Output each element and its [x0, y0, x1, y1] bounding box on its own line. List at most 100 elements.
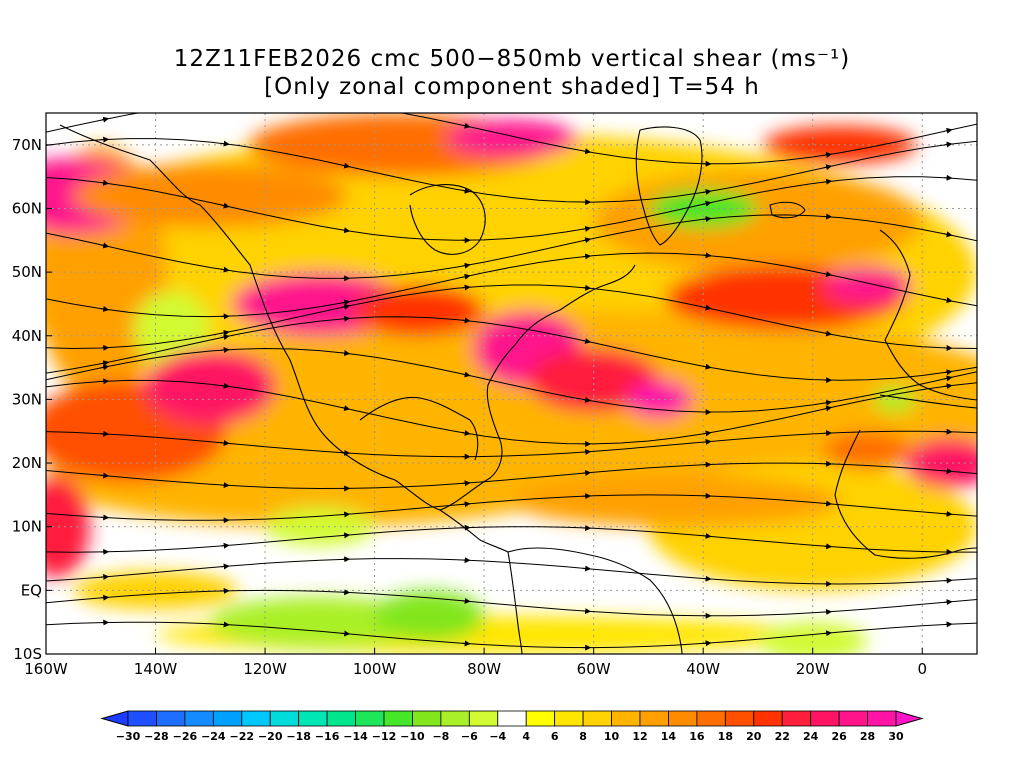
lon-label: 20W [796, 660, 830, 678]
longitude-axis: 160W 140W 120W 100W 80W 60W 40W 20W 0 [24, 648, 927, 678]
lat-label: 70N [12, 136, 42, 154]
streamline [46, 252, 977, 318]
streamline-arrow [221, 202, 230, 209]
streamline-arrow [703, 304, 712, 311]
colorbar-swatch [440, 710, 470, 727]
lon-label: 60W [577, 660, 611, 678]
streamline-arrow [100, 306, 110, 312]
colorbar-swatch [383, 710, 413, 727]
colorbar-label: 6 [551, 730, 559, 743]
streamline-arrow [341, 299, 351, 306]
westerly-shear-jet [763, 125, 917, 164]
lon-label: 40W [686, 660, 720, 678]
colorbar-label: −30 [116, 730, 141, 743]
mediterranean-coast [879, 394, 977, 409]
streamline [46, 589, 977, 617]
lon-label: 160W [24, 660, 68, 678]
streamline-arrow [100, 364, 110, 371]
colorbar-swatch [525, 710, 556, 727]
lat-label: 20N [12, 454, 42, 472]
streamline-arrow [462, 317, 471, 324]
colorbar-swatch [269, 710, 300, 727]
streamline-arrow [100, 179, 110, 186]
streamline-arrow [944, 297, 953, 304]
lon-label: 120W [243, 660, 287, 678]
colorbar-label: −6 [461, 730, 478, 743]
westerly-shear-jet [144, 348, 277, 425]
streamline-arrow [703, 430, 712, 437]
streamline-arrow [221, 334, 230, 341]
streamline-arrow [462, 262, 471, 269]
streamline-arrow [462, 430, 471, 436]
colorbar-label: 20 [746, 730, 762, 743]
lon-label: 0 [917, 660, 927, 678]
streamline-arrow [341, 303, 351, 310]
streamline-arrow [582, 225, 592, 232]
graticule [46, 113, 977, 654]
easterly-shear-region [757, 622, 868, 654]
colorbar-label: −14 [343, 730, 368, 743]
colorbar-swatch [668, 710, 698, 727]
colorbar-label: 28 [860, 730, 875, 743]
streamline-arrow [100, 242, 110, 249]
africa-coast [834, 429, 977, 559]
colorbar-swatch [127, 710, 157, 727]
streamline-arrow [582, 253, 592, 260]
colorbar-label: −24 [201, 730, 226, 743]
colorbar-label: 8 [579, 730, 587, 743]
streamline-arrow [703, 200, 712, 207]
streamline-arrow [582, 338, 592, 344]
streamline-arrow [944, 369, 953, 376]
colorbar-label: −4 [489, 730, 506, 743]
streamline-arrow [221, 266, 230, 273]
lat-label: 50N [12, 263, 42, 281]
colorbar-swatch [838, 710, 868, 727]
colorbar-label: 22 [775, 730, 790, 743]
streamline-arrow [823, 405, 833, 412]
colorbar-label: 30 [888, 730, 904, 743]
streamline-arrow [823, 178, 833, 185]
colorbar-label: −28 [144, 730, 169, 743]
easterly-shear-region [872, 386, 917, 413]
colorbar-label: 12 [632, 730, 647, 743]
colorbar-swatch [611, 710, 641, 727]
lat-label: EQ [21, 581, 42, 599]
easterly-shear-region [210, 596, 430, 648]
colorbar: −30 −28 −26 −24 −22 −20 −18 −16 −14 −12 −10 −8 −6 −4 4… [100, 710, 924, 743]
streamline-arrow [823, 271, 833, 278]
colorbar-swatch [326, 710, 356, 727]
colorbar-swatch [781, 710, 812, 727]
map-title: 12Z11FEB2026 cmc 500−850mb vertical shea… [173, 46, 851, 72]
colorbar-label: 4 [522, 730, 530, 743]
colorbar-swatch [156, 710, 186, 727]
colorbar-label: −10 [400, 730, 425, 743]
lon-label: 80W [467, 660, 501, 678]
streamline-arrow [582, 396, 592, 403]
colorbar-label: 18 [718, 730, 733, 743]
colorbar-label: −12 [372, 730, 397, 743]
easterly-shear-region [648, 189, 758, 228]
colorbar-swatch [810, 710, 840, 727]
colorbar-label: −18 [286, 730, 311, 743]
lat-label: 10S [13, 645, 42, 663]
streamline-arrow [944, 127, 953, 134]
streamline [46, 138, 977, 203]
colorbar-swatch [582, 710, 612, 727]
streamline [46, 284, 977, 350]
lat-label: 60N [12, 199, 42, 217]
streamline [46, 176, 977, 241]
streamline-arrow [221, 329, 230, 336]
colorbar-swatch [298, 710, 328, 727]
colorbar-swatch [355, 710, 385, 727]
colorbar-swatch [497, 710, 527, 727]
colorbar-label: 24 [803, 730, 819, 743]
lon-label: 140W [134, 660, 178, 678]
streamline-arrow [944, 141, 953, 148]
streamline-arrow [462, 122, 471, 129]
map-subtitle: [Only zonal component shaded] T=54 h [264, 74, 760, 100]
lon-label: 100W [353, 660, 397, 678]
streamline-arrow [100, 116, 110, 123]
streamline-arrow [823, 164, 833, 171]
streamline-arrow [221, 382, 230, 389]
